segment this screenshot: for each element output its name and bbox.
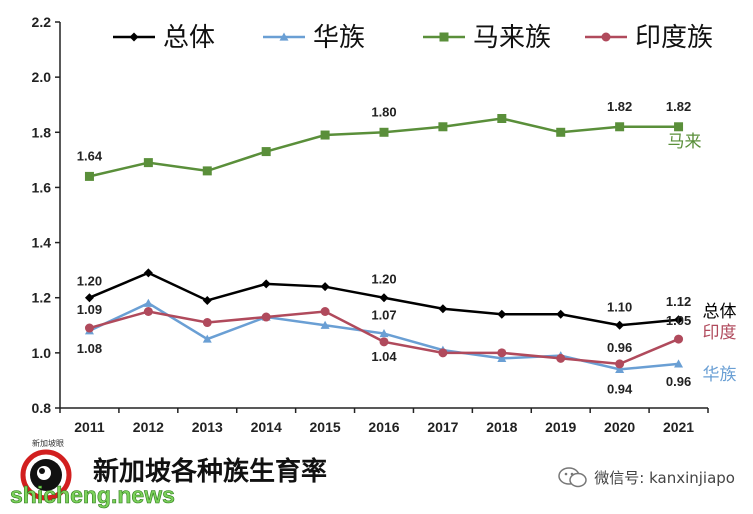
x-tick-label: 2011 — [74, 419, 105, 435]
x-tick-label: 2018 — [486, 419, 517, 435]
data-point — [615, 359, 625, 369]
chart-footer-title: 新加坡各种族生育率 — [93, 457, 328, 487]
data-point — [674, 315, 684, 325]
y-tick-label: 1.8 — [32, 124, 52, 140]
y-tick-label: 0.8 — [32, 400, 52, 416]
data-point — [379, 329, 389, 338]
data-point — [674, 359, 684, 368]
data-label: 0.94 — [607, 381, 633, 396]
data-point — [143, 158, 153, 168]
data-point — [615, 364, 625, 373]
data-label: 0.96 — [666, 374, 691, 389]
series-line — [89, 117, 679, 178]
wechat-watermark: 微信号: kanxinjiapo — [558, 466, 735, 488]
series-end-label: 马来 — [668, 132, 702, 152]
data-label: 1.12 — [666, 294, 691, 309]
data-point — [497, 348, 507, 358]
site-name: shicheng.news — [10, 482, 175, 509]
data-point — [320, 130, 330, 140]
y-tick-label: 1.0 — [32, 345, 52, 361]
line-chart: 0.8 1.0 1.2 1.4 1.6 1.8 2.0 2.2 2011 2012 2013 2014… — [32, 14, 737, 435]
series-end-label: 印度 — [703, 323, 737, 343]
data-label: 1.08 — [77, 341, 102, 356]
data-point — [84, 171, 94, 181]
logo-text: 新加坡眼 — [32, 438, 64, 448]
data-point — [143, 268, 153, 278]
legend-label: 总体 — [163, 23, 215, 53]
data-label: 0.96 — [607, 340, 632, 355]
data-label: 1.09 — [77, 302, 102, 317]
x-tick-label: 2012 — [133, 419, 164, 435]
data-point — [261, 147, 271, 157]
data-point — [379, 127, 389, 137]
data-point — [320, 282, 330, 292]
data-point — [615, 320, 625, 330]
watermark-text: 微信号: kanxinjiapo — [594, 468, 735, 487]
data-point — [379, 293, 389, 303]
data-point — [261, 279, 271, 289]
data-point — [320, 307, 330, 316]
data-point — [202, 334, 212, 343]
x-tick-label: 2019 — [545, 419, 576, 435]
data-label: 1.82 — [607, 99, 632, 114]
y-tick-label: 2.2 — [32, 14, 52, 30]
data-point — [497, 353, 507, 362]
data-point — [556, 127, 566, 137]
data-label: 1.20 — [371, 272, 396, 287]
data-label: 1.07 — [371, 308, 396, 323]
legend-marker — [279, 32, 289, 41]
y-tick-label: 1.6 — [32, 179, 52, 195]
data-point — [202, 166, 212, 176]
data-label: 1.64 — [77, 148, 103, 163]
data-point — [674, 334, 684, 344]
data-point — [261, 312, 271, 322]
legend-marker — [129, 32, 139, 42]
wechat-icon — [558, 467, 588, 488]
site-logo: 新加坡眼 — [14, 435, 204, 510]
data-label: 1.80 — [371, 104, 396, 119]
legend-label: 马来族 — [473, 23, 551, 53]
legend-marker — [601, 32, 611, 42]
data-point — [497, 309, 507, 319]
data-point — [143, 307, 153, 316]
x-tick-label: 2016 — [368, 419, 399, 435]
data-point — [320, 320, 330, 329]
series-end-label: 总体 — [703, 302, 737, 322]
data-label: 1.82 — [666, 99, 691, 114]
data-label: 1.04 — [371, 349, 397, 364]
series-end-label: 华族 — [703, 365, 737, 385]
data-point — [556, 353, 566, 363]
legend-label: 印度族 — [635, 23, 713, 53]
data-point — [615, 122, 625, 132]
x-tick-label: 2021 — [663, 419, 694, 435]
data-label: 1.05 — [666, 313, 691, 328]
data-point — [143, 298, 153, 307]
data-point — [497, 114, 507, 123]
data-point — [556, 309, 566, 319]
data-label: 1.10 — [607, 299, 632, 314]
data-point — [84, 293, 94, 303]
y-tick-label: 1.2 — [32, 290, 52, 306]
data-point — [438, 304, 448, 314]
y-tick-label: 2.0 — [32, 69, 52, 85]
data-point — [202, 295, 212, 305]
data-label: 1.20 — [77, 274, 102, 289]
x-tick-label: 2020 — [604, 419, 635, 435]
data-point — [379, 337, 389, 347]
logo-graphic: 新加坡眼 — [20, 438, 72, 501]
data-point — [84, 323, 94, 333]
data-point — [202, 318, 212, 328]
legend-marker — [439, 32, 449, 42]
x-tick-label: 2013 — [192, 419, 223, 435]
data-point — [674, 122, 684, 132]
y-tick-label: 1.4 — [32, 235, 52, 251]
x-tick-label: 2017 — [427, 419, 458, 435]
x-tick-label: 2015 — [310, 419, 341, 435]
legend-label: 华族 — [313, 23, 365, 53]
data-point — [438, 122, 448, 132]
x-tick-label: 2014 — [251, 419, 282, 435]
data-point — [438, 348, 448, 358]
